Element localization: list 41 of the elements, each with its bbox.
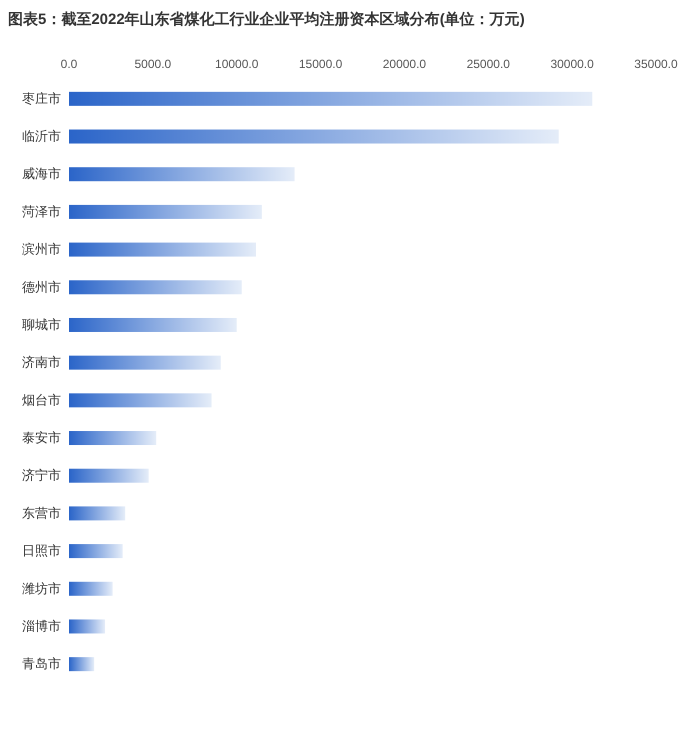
bar xyxy=(69,468,149,483)
chart-title: 图表5：截至2022年山东省煤化工行业企业平均注册资本区域分布(单位：万元) xyxy=(8,10,525,28)
bar xyxy=(69,393,212,408)
y-tick-label: 临沂市 xyxy=(22,128,61,144)
y-tick-label: 日照市 xyxy=(22,543,61,558)
bar xyxy=(69,431,156,446)
y-tick-label: 滨州市 xyxy=(22,242,61,257)
y-tick-label: 枣庄市 xyxy=(22,90,61,106)
bar xyxy=(69,167,295,182)
x-tick-label: 0.0 xyxy=(60,57,78,71)
y-tick-label: 东营市 xyxy=(22,505,61,520)
y-tick-label: 烟台市 xyxy=(22,392,61,408)
bar xyxy=(69,619,106,634)
x-tick-label: 35000.0 xyxy=(634,57,678,71)
y-tick-label: 聊城市 xyxy=(22,316,61,332)
y-tick-label: 泰安市 xyxy=(22,430,61,446)
bar xyxy=(69,204,262,219)
y-tick-label: 潍坊市 xyxy=(22,580,61,596)
bar xyxy=(69,657,94,672)
x-tick-label: 25000.0 xyxy=(466,57,510,71)
bar xyxy=(69,130,559,144)
bar xyxy=(69,506,126,520)
x-tick-label: 20000.0 xyxy=(382,57,426,71)
y-tick-label: 济南市 xyxy=(22,354,61,370)
bar xyxy=(69,544,123,558)
bar xyxy=(69,242,256,257)
x-tick-label: 15000.0 xyxy=(298,57,343,71)
y-tick-label: 德州市 xyxy=(22,279,61,294)
y-tick-label: 济宁市 xyxy=(22,468,61,483)
y-tick-label: 青岛市 xyxy=(22,656,61,672)
bar xyxy=(69,582,113,596)
bar xyxy=(69,280,242,294)
x-tick-label: 10000.0 xyxy=(215,57,259,71)
bar xyxy=(69,318,237,332)
y-tick-label: 淄博市 xyxy=(22,618,61,634)
bar xyxy=(69,92,592,106)
x-tick-label: 30000.0 xyxy=(550,57,594,71)
x-tick-label: 5000.0 xyxy=(134,57,172,71)
y-tick-label: 菏泽市 xyxy=(22,204,61,219)
bar xyxy=(69,356,221,370)
y-tick-label: 威海市 xyxy=(22,166,61,182)
